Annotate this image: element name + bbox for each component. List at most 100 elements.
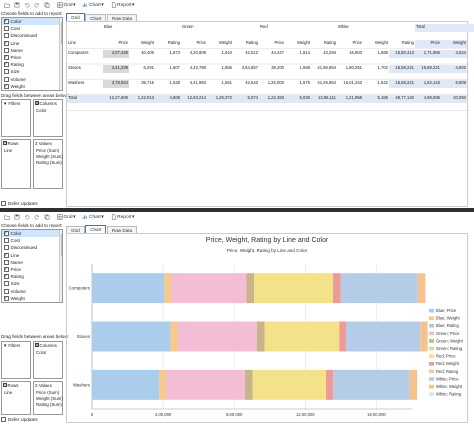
area-field-item[interactable]: Color: [36, 349, 47, 355]
field-checkbox[interactable]: [3, 238, 9, 244]
fields-scrollbar[interactable]: [59, 18, 62, 90]
columns-area[interactable]: ▥ Columns Color: [33, 341, 63, 379]
field-checkbox[interactable]: ✓: [3, 230, 9, 237]
defer-updates-checkbox[interactable]: [1, 201, 6, 206]
field-item[interactable]: Discontinued: [2, 244, 62, 251]
filters-area[interactable]: ▼ Filters: [1, 99, 31, 137]
fields-list[interactable]: ✓ Color Cost Discontinued ✓ Line Name ✓ Price ✓ Ra…: [1, 229, 63, 303]
field-item[interactable]: ✓ Color: [2, 18, 62, 26]
field-item[interactable]: ✓ Weight: [2, 295, 62, 302]
field-item[interactable]: ✓ Color: [2, 230, 62, 238]
area-field-item[interactable]: Weight (Sum): [36, 153, 63, 159]
columns-area[interactable]: ▥ Columns Color: [33, 99, 63, 137]
field-item[interactable]: Name: [2, 259, 62, 266]
field-checkbox[interactable]: [3, 47, 9, 53]
legend-entry: Red; Rating: [436, 369, 459, 374]
save-button[interactable]: [13, 1, 21, 9]
tab-raw-data[interactable]: Raw Data: [106, 13, 138, 21]
defer-updates-toggle[interactable]: Defer Updates: [1, 201, 38, 206]
save-button[interactable]: [13, 213, 21, 221]
field-item[interactable]: Cost: [2, 237, 62, 244]
field-item[interactable]: ✓ Price: [2, 54, 62, 61]
grid-cell: 4,41,239: [103, 64, 129, 73]
undo-button[interactable]: [23, 1, 31, 9]
undo-button[interactable]: [23, 213, 31, 221]
field-checkbox[interactable]: ✓: [3, 54, 9, 61]
field-item[interactable]: ✓ Price: [2, 266, 62, 273]
field-item[interactable]: Size: [2, 68, 62, 75]
values-area[interactable]: Σ Values Price (Sum) Weight (Sum) Rating (S…: [33, 139, 63, 189]
field-checkbox[interactable]: ✓: [3, 61, 9, 68]
field-checkbox[interactable]: [3, 69, 9, 75]
save-icon: [14, 2, 20, 8]
filters-area[interactable]: ▼ Filters: [1, 341, 31, 379]
field-checkbox[interactable]: [3, 288, 9, 294]
measure-header: Weight: [441, 40, 467, 48]
redo-button[interactable]: [33, 1, 41, 9]
report-menu-button[interactable]: Report ▾: [110, 1, 136, 9]
field-item[interactable]: ✓ Rating: [2, 273, 62, 280]
rows-area[interactable]: ≡ Rows Line: [1, 139, 31, 189]
grid-menu-button[interactable]: Grid ▾: [56, 1, 76, 9]
tab-chart[interactable]: Chart: [85, 225, 107, 233]
area-field-item[interactable]: Line: [4, 389, 13, 395]
tab-raw-data[interactable]: Raw Data: [106, 225, 138, 233]
redo-button[interactable]: [33, 213, 41, 221]
field-item[interactable]: ✓ Rating: [2, 61, 62, 68]
open-button[interactable]: [3, 1, 11, 9]
bar-segment: [346, 321, 421, 352]
legend-swatch: [429, 346, 434, 351]
field-checkbox[interactable]: [3, 26, 9, 32]
report-menu-button[interactable]: Report ▾: [110, 213, 136, 221]
area-field-item[interactable]: Line: [4, 147, 13, 153]
field-checkbox[interactable]: [3, 76, 9, 82]
field-item[interactable]: ✓ Weight: [2, 83, 62, 90]
grid-cell: 1,607: [169, 64, 180, 70]
field-item[interactable]: Volume: [2, 76, 62, 83]
field-checkbox[interactable]: ✓: [3, 295, 9, 301]
copy-button[interactable]: [43, 1, 51, 9]
field-checkbox[interactable]: [3, 33, 9, 39]
values-area[interactable]: Σ Values Price (Sum) Weight (Sum) Rating (S…: [33, 381, 63, 415]
area-field-item[interactable]: Rating (Sum): [36, 159, 62, 165]
defer-updates-toggle[interactable]: Defer Updates: [1, 417, 38, 422]
field-checkbox[interactable]: ✓: [3, 266, 9, 273]
field-item[interactable]: Name: [2, 47, 62, 54]
field-item[interactable]: Discontinued: [2, 32, 62, 39]
measure-header: Weight: [141, 40, 154, 45]
save-icon: [14, 214, 20, 220]
chart-menu-button[interactable]: Chart ▾: [81, 213, 104, 221]
field-item[interactable]: Cost: [2, 25, 62, 32]
field-checkbox[interactable]: ✓: [3, 251, 9, 258]
legend-entry: Red; Weight: [436, 361, 460, 366]
tab-grid[interactable]: Grid: [66, 225, 85, 233]
field-checkbox[interactable]: [3, 259, 9, 265]
field-checkbox[interactable]: [3, 245, 9, 251]
tab-chart[interactable]: Chart: [85, 13, 107, 21]
rows-area[interactable]: ≡ Rows Line: [1, 381, 31, 415]
field-item[interactable]: Volume: [2, 288, 62, 295]
fields-list[interactable]: ✓ Color Cost Discontinued ✓ Line Name ✓ Price ✓ Ra…: [1, 17, 63, 91]
field-checkbox[interactable]: [3, 281, 9, 287]
fields-scrollbar[interactable]: [59, 230, 62, 302]
grid-menu-button[interactable]: Grid ▾: [56, 213, 76, 221]
area-field-item[interactable]: Rating (Sum): [36, 401, 62, 407]
grid-cell: 3,64,557: [241, 64, 258, 70]
chart-menu-button[interactable]: Chart ▾: [81, 1, 104, 9]
copy-button[interactable]: [43, 213, 51, 221]
field-item[interactable]: ✓ Line: [2, 40, 62, 47]
area-field-item[interactable]: Color: [36, 107, 47, 113]
field-checkbox[interactable]: ✓: [3, 39, 9, 46]
area-field-item[interactable]: Price (Sum): [36, 147, 60, 153]
chart-icon: [83, 215, 88, 219]
tab-grid[interactable]: Grid: [66, 13, 85, 21]
defer-updates-checkbox[interactable]: [1, 417, 6, 422]
field-checkbox[interactable]: ✓: [3, 83, 9, 89]
field-checkbox[interactable]: ✓: [3, 273, 9, 280]
area-field-item[interactable]: Weight (Sum): [36, 395, 63, 401]
field-item[interactable]: ✓ Line: [2, 252, 62, 259]
open-button[interactable]: [3, 213, 11, 221]
field-item[interactable]: Size: [2, 280, 62, 287]
area-field-item[interactable]: Price (Sum): [36, 389, 60, 395]
field-checkbox[interactable]: ✓: [3, 18, 9, 25]
